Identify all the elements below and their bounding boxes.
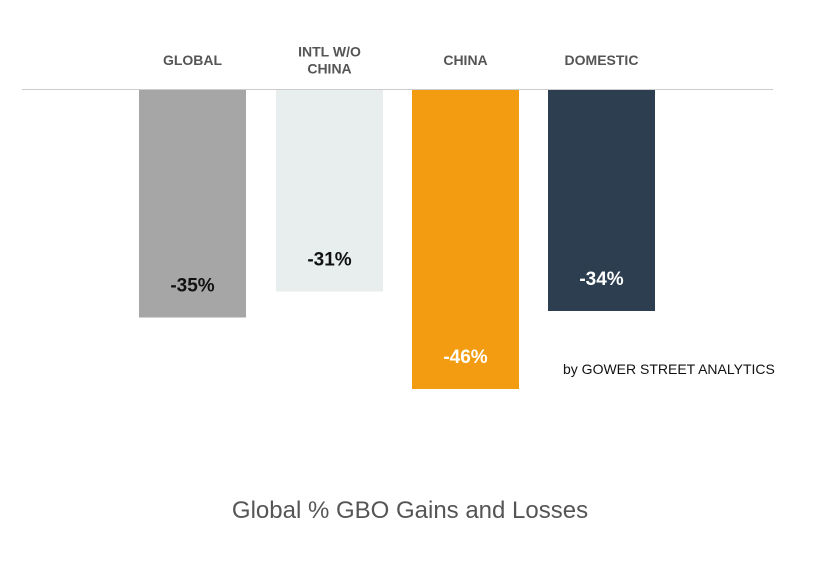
data-label: -31% <box>307 250 351 271</box>
bar <box>139 90 246 318</box>
chart-caption: Global % GBO Gains and Losses <box>231 497 589 524</box>
bar <box>412 90 519 389</box>
data-label: -46% <box>443 347 487 368</box>
category-label: CHINA <box>443 52 487 68</box>
bar <box>276 90 383 292</box>
bar <box>548 90 655 311</box>
source-credit: by GOWER STREET ANALYTICS <box>563 361 775 377</box>
data-label: -34% <box>579 269 623 290</box>
data-label: -35% <box>170 276 214 297</box>
category-label: DOMESTIC <box>565 52 639 68</box>
category-label: GLOBAL <box>163 52 223 68</box>
category-label: INTL W/O CHINA <box>298 44 361 77</box>
